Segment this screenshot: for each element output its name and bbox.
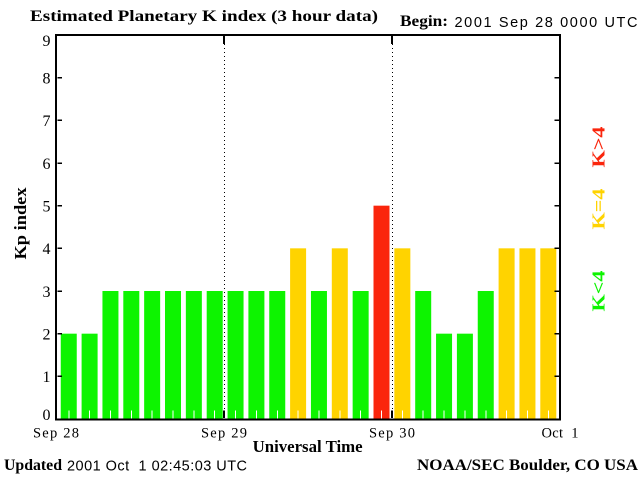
svg-text:Kp index: Kp index — [11, 187, 30, 260]
svg-text:8: 8 — [43, 71, 51, 88]
svg-text:9: 9 — [43, 33, 51, 50]
svg-text:Oct 1: Oct 1 — [542, 426, 579, 442]
svg-text:2001 Sep 28 0000 UTC: 2001 Sep 28 0000 UTC — [455, 15, 638, 31]
svg-text:4: 4 — [43, 241, 51, 258]
svg-text:K>4: K>4 — [589, 127, 609, 168]
svg-text:K<4: K<4 — [589, 271, 609, 312]
svg-text:K=4: K=4 — [589, 189, 609, 230]
svg-text:Sep 30: Sep 30 — [369, 426, 415, 442]
svg-text:Sep 28: Sep 28 — [33, 426, 79, 442]
svg-text:2001 Oct 1 02:45:03 UTC: 2001 Oct 1 02:45:03 UTC — [67, 459, 247, 475]
svg-text:5: 5 — [43, 199, 51, 216]
svg-text:6: 6 — [43, 156, 51, 173]
svg-text:3: 3 — [43, 284, 51, 301]
svg-text:Estimated Planetary K index (3: Estimated Planetary K index (3 hour data… — [30, 8, 378, 25]
svg-text:Universal Time: Universal Time — [253, 437, 363, 456]
svg-text:Begin:: Begin: — [400, 13, 448, 30]
svg-text:0: 0 — [43, 407, 51, 424]
svg-text:NOAA/SEC Boulder, CO USA: NOAA/SEC Boulder, CO USA — [417, 457, 638, 474]
svg-text:Updated: Updated — [4, 457, 62, 474]
svg-text:2: 2 — [43, 327, 51, 344]
svg-text:1: 1 — [43, 369, 51, 386]
svg-text:7: 7 — [43, 113, 51, 130]
svg-text:Sep 29: Sep 29 — [201, 426, 247, 442]
